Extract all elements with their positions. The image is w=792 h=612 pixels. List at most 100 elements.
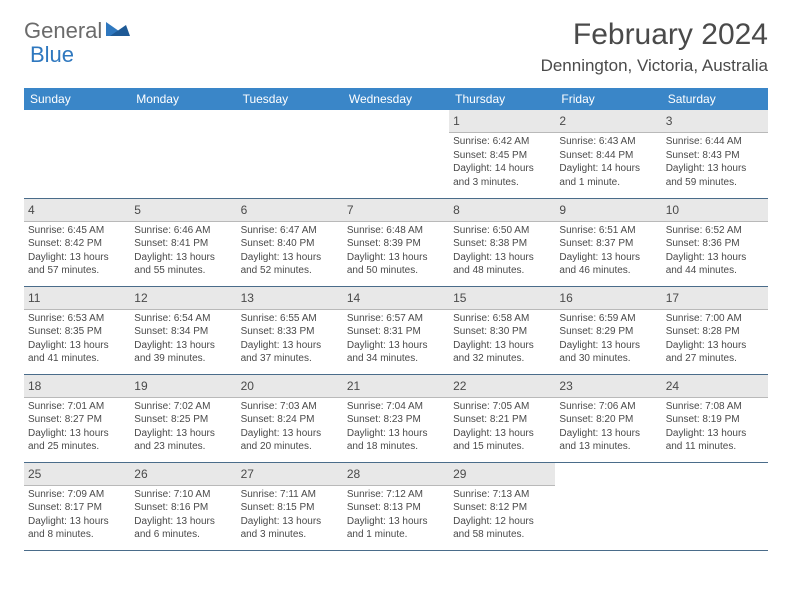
sunset-text: Sunset: 8:17 PM	[28, 501, 126, 515]
day-info: Sunrise: 7:06 AMSunset: 8:20 PMDaylight:…	[559, 400, 657, 454]
day-info: Sunrise: 7:05 AMSunset: 8:21 PMDaylight:…	[453, 400, 551, 454]
sunset-text: Sunset: 8:21 PM	[453, 413, 551, 427]
day-number-row: 28	[343, 463, 449, 486]
daylight-text: Daylight: 13 hours and 44 minutes.	[666, 251, 764, 278]
day-number-row: 21	[343, 375, 449, 398]
daylight-text: Daylight: 13 hours and 50 minutes.	[347, 251, 445, 278]
day-info: Sunrise: 6:54 AMSunset: 8:34 PMDaylight:…	[134, 312, 232, 366]
logo-text-general: General	[24, 18, 102, 44]
sunrise-text: Sunrise: 6:53 AM	[28, 312, 126, 326]
calendar-cell: 11Sunrise: 6:53 AMSunset: 8:35 PMDayligh…	[24, 286, 130, 374]
calendar-cell: 6Sunrise: 6:47 AMSunset: 8:40 PMDaylight…	[237, 198, 343, 286]
sunrise-text: Sunrise: 7:03 AM	[241, 400, 339, 414]
daylight-text: Daylight: 13 hours and 46 minutes.	[559, 251, 657, 278]
day-info: Sunrise: 6:50 AMSunset: 8:38 PMDaylight:…	[453, 224, 551, 278]
calendar-cell: 3Sunrise: 6:44 AMSunset: 8:43 PMDaylight…	[662, 110, 768, 198]
week-row: 4Sunrise: 6:45 AMSunset: 8:42 PMDaylight…	[24, 198, 768, 286]
calendar-cell: 7Sunrise: 6:48 AMSunset: 8:39 PMDaylight…	[343, 198, 449, 286]
logo-triangle-icon	[106, 20, 132, 43]
sunrise-text: Sunrise: 6:46 AM	[134, 224, 232, 238]
week-row: 1Sunrise: 6:42 AMSunset: 8:45 PMDaylight…	[24, 110, 768, 198]
sunrise-text: Sunrise: 7:13 AM	[453, 488, 551, 502]
sunset-text: Sunset: 8:23 PM	[347, 413, 445, 427]
sunset-text: Sunset: 8:33 PM	[241, 325, 339, 339]
day-number: 16	[559, 291, 572, 305]
day-number: 9	[559, 203, 566, 217]
daylight-text: Daylight: 13 hours and 57 minutes.	[28, 251, 126, 278]
day-number-row: 4	[24, 199, 130, 222]
daylight-text: Daylight: 13 hours and 3 minutes.	[241, 515, 339, 542]
sunrise-text: Sunrise: 6:43 AM	[559, 135, 657, 149]
day-info: Sunrise: 6:53 AMSunset: 8:35 PMDaylight:…	[28, 312, 126, 366]
daylight-text: Daylight: 13 hours and 6 minutes.	[134, 515, 232, 542]
sunrise-text: Sunrise: 6:51 AM	[559, 224, 657, 238]
day-header: Sunday	[24, 88, 130, 110]
day-number: 14	[347, 291, 360, 305]
title-block: February 2024 Dennington, Victoria, Aust…	[541, 18, 768, 76]
day-number-row: 12	[130, 287, 236, 310]
day-number-row: 5	[130, 199, 236, 222]
sunrise-text: Sunrise: 7:10 AM	[134, 488, 232, 502]
sunrise-text: Sunrise: 7:04 AM	[347, 400, 445, 414]
day-info: Sunrise: 6:47 AMSunset: 8:40 PMDaylight:…	[241, 224, 339, 278]
daylight-text: Daylight: 13 hours and 59 minutes.	[666, 162, 764, 189]
sunrise-text: Sunrise: 7:00 AM	[666, 312, 764, 326]
day-number-row: 6	[237, 199, 343, 222]
sunset-text: Sunset: 8:41 PM	[134, 237, 232, 251]
sunrise-text: Sunrise: 6:59 AM	[559, 312, 657, 326]
day-info: Sunrise: 6:57 AMSunset: 8:31 PMDaylight:…	[347, 312, 445, 366]
sunrise-text: Sunrise: 6:47 AM	[241, 224, 339, 238]
day-header: Wednesday	[343, 88, 449, 110]
day-number: 28	[347, 467, 360, 481]
sunset-text: Sunset: 8:31 PM	[347, 325, 445, 339]
daylight-text: Daylight: 13 hours and 27 minutes.	[666, 339, 764, 366]
day-number-row: 8	[449, 199, 555, 222]
sunset-text: Sunset: 8:43 PM	[666, 149, 764, 163]
week-row: 11Sunrise: 6:53 AMSunset: 8:35 PMDayligh…	[24, 286, 768, 374]
day-header: Saturday	[662, 88, 768, 110]
sunrise-text: Sunrise: 6:44 AM	[666, 135, 764, 149]
sunrise-text: Sunrise: 7:12 AM	[347, 488, 445, 502]
day-number-row: 1	[449, 110, 555, 133]
day-number: 20	[241, 379, 254, 393]
daylight-text: Daylight: 13 hours and 11 minutes.	[666, 427, 764, 454]
day-header: Thursday	[449, 88, 555, 110]
day-info: Sunrise: 6:55 AMSunset: 8:33 PMDaylight:…	[241, 312, 339, 366]
day-number: 10	[666, 203, 679, 217]
sunset-text: Sunset: 8:37 PM	[559, 237, 657, 251]
daylight-text: Daylight: 13 hours and 52 minutes.	[241, 251, 339, 278]
day-header: Monday	[130, 88, 236, 110]
daylight-text: Daylight: 13 hours and 39 minutes.	[134, 339, 232, 366]
day-number: 17	[666, 291, 679, 305]
day-number-row: 18	[24, 375, 130, 398]
day-info: Sunrise: 7:01 AMSunset: 8:27 PMDaylight:…	[28, 400, 126, 454]
day-number: 5	[134, 203, 141, 217]
day-number-row: 24	[662, 375, 768, 398]
day-info: Sunrise: 7:12 AMSunset: 8:13 PMDaylight:…	[347, 488, 445, 542]
calendar-cell	[555, 462, 661, 550]
daylight-text: Daylight: 13 hours and 55 minutes.	[134, 251, 232, 278]
day-number-row: 29	[449, 463, 555, 486]
day-info: Sunrise: 6:52 AMSunset: 8:36 PMDaylight:…	[666, 224, 764, 278]
sunrise-text: Sunrise: 7:08 AM	[666, 400, 764, 414]
day-info: Sunrise: 6:44 AMSunset: 8:43 PMDaylight:…	[666, 135, 764, 189]
day-number: 7	[347, 203, 354, 217]
sunset-text: Sunset: 8:15 PM	[241, 501, 339, 515]
sunset-text: Sunset: 8:36 PM	[666, 237, 764, 251]
daylight-text: Daylight: 13 hours and 1 minute.	[347, 515, 445, 542]
calendar-cell: 20Sunrise: 7:03 AMSunset: 8:24 PMDayligh…	[237, 374, 343, 462]
day-info: Sunrise: 6:45 AMSunset: 8:42 PMDaylight:…	[28, 224, 126, 278]
daylight-text: Daylight: 13 hours and 13 minutes.	[559, 427, 657, 454]
week-row: 18Sunrise: 7:01 AMSunset: 8:27 PMDayligh…	[24, 374, 768, 462]
day-info: Sunrise: 7:08 AMSunset: 8:19 PMDaylight:…	[666, 400, 764, 454]
calendar-cell: 21Sunrise: 7:04 AMSunset: 8:23 PMDayligh…	[343, 374, 449, 462]
day-info: Sunrise: 6:58 AMSunset: 8:30 PMDaylight:…	[453, 312, 551, 366]
day-number-row: 13	[237, 287, 343, 310]
daylight-text: Daylight: 13 hours and 8 minutes.	[28, 515, 126, 542]
sunset-text: Sunset: 8:24 PM	[241, 413, 339, 427]
daylight-text: Daylight: 13 hours and 23 minutes.	[134, 427, 232, 454]
sunrise-text: Sunrise: 6:52 AM	[666, 224, 764, 238]
day-number-row: 10	[662, 199, 768, 222]
day-number-row: 17	[662, 287, 768, 310]
daylight-text: Daylight: 13 hours and 30 minutes.	[559, 339, 657, 366]
